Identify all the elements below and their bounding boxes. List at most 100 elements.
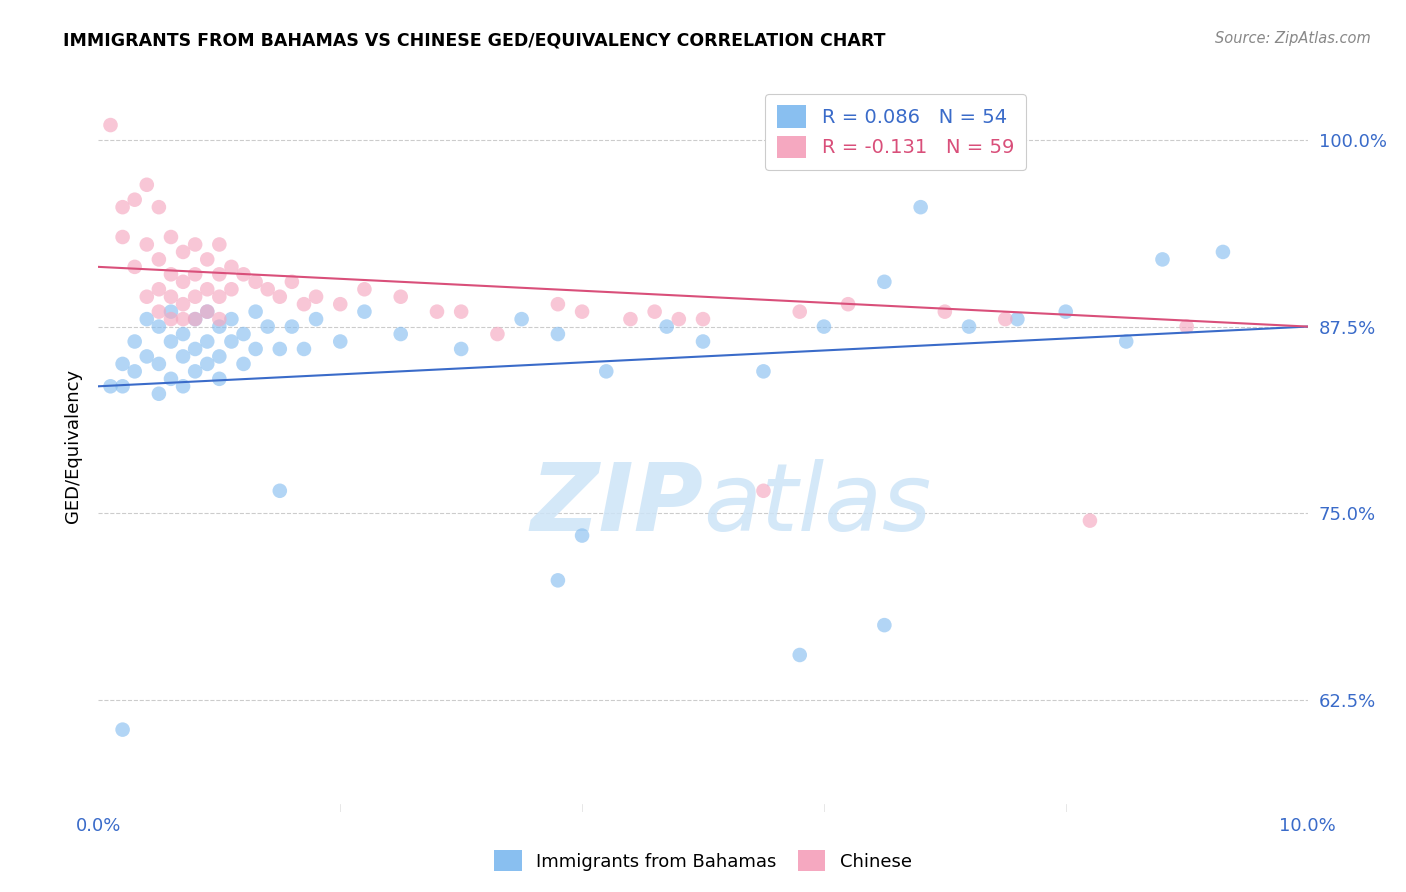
Point xyxy=(619,312,641,326)
Point xyxy=(668,312,690,326)
Point xyxy=(160,304,183,318)
Point xyxy=(934,304,956,318)
Point xyxy=(450,304,472,318)
Point xyxy=(135,178,157,192)
Point xyxy=(245,342,267,356)
Point xyxy=(305,290,328,304)
Point xyxy=(184,342,207,356)
Point xyxy=(172,297,194,311)
Point xyxy=(450,342,472,356)
Point xyxy=(221,334,243,349)
Point xyxy=(208,290,231,304)
Legend: R = 0.086   N = 54, R = -0.131   N = 59: R = 0.086 N = 54, R = -0.131 N = 59 xyxy=(765,94,1026,169)
Point xyxy=(148,386,170,401)
Point xyxy=(160,312,183,326)
Point xyxy=(292,342,315,356)
Point xyxy=(172,350,194,364)
Point xyxy=(195,282,218,296)
Point xyxy=(329,334,352,349)
Point xyxy=(752,483,775,498)
Point xyxy=(813,319,835,334)
Point xyxy=(269,342,291,356)
Point xyxy=(1078,514,1101,528)
Point xyxy=(100,379,122,393)
Point xyxy=(957,319,980,334)
Point xyxy=(148,319,170,334)
Point xyxy=(644,304,666,318)
Point xyxy=(111,230,134,244)
Text: ZIP: ZIP xyxy=(530,458,703,550)
Point xyxy=(789,304,811,318)
Point xyxy=(245,275,267,289)
Point xyxy=(111,357,134,371)
Point xyxy=(195,334,218,349)
Point xyxy=(1054,304,1077,318)
Point xyxy=(124,193,146,207)
Point xyxy=(195,357,218,371)
Point xyxy=(292,297,315,311)
Point xyxy=(124,364,146,378)
Point xyxy=(100,118,122,132)
Point xyxy=(873,618,896,632)
Point xyxy=(208,312,231,326)
Point xyxy=(208,319,231,334)
Point xyxy=(655,319,678,334)
Point xyxy=(160,230,183,244)
Point xyxy=(221,312,243,326)
Point xyxy=(1212,244,1234,259)
Point xyxy=(595,364,617,378)
Point xyxy=(148,304,170,318)
Point xyxy=(172,312,194,326)
Point xyxy=(148,252,170,267)
Point xyxy=(873,275,896,289)
Text: IMMIGRANTS FROM BAHAMAS VS CHINESE GED/EQUIVALENCY CORRELATION CHART: IMMIGRANTS FROM BAHAMAS VS CHINESE GED/E… xyxy=(63,31,886,49)
Point xyxy=(329,297,352,311)
Point xyxy=(184,290,207,304)
Point xyxy=(172,275,194,289)
Point xyxy=(160,334,183,349)
Y-axis label: GED/Equivalency: GED/Equivalency xyxy=(63,369,82,523)
Point xyxy=(269,483,291,498)
Point xyxy=(281,275,304,289)
Point xyxy=(910,200,932,214)
Legend: Immigrants from Bahamas, Chinese: Immigrants from Bahamas, Chinese xyxy=(488,843,918,879)
Point xyxy=(172,244,194,259)
Point xyxy=(172,326,194,341)
Point xyxy=(172,379,194,393)
Point xyxy=(135,350,157,364)
Point xyxy=(184,268,207,282)
Point xyxy=(160,290,183,304)
Point xyxy=(184,237,207,252)
Point xyxy=(692,312,714,326)
Point xyxy=(135,237,157,252)
Point xyxy=(208,350,231,364)
Point xyxy=(135,290,157,304)
Point xyxy=(510,312,533,326)
Point xyxy=(124,334,146,349)
Point xyxy=(547,574,569,588)
Point xyxy=(692,334,714,349)
Point xyxy=(994,312,1017,326)
Text: Source: ZipAtlas.com: Source: ZipAtlas.com xyxy=(1215,31,1371,46)
Point xyxy=(208,372,231,386)
Point xyxy=(1115,334,1137,349)
Point xyxy=(752,364,775,378)
Point xyxy=(195,304,218,318)
Point xyxy=(184,312,207,326)
Point xyxy=(389,290,412,304)
Point xyxy=(837,297,859,311)
Point xyxy=(571,528,593,542)
Point xyxy=(256,282,278,296)
Point xyxy=(195,304,218,318)
Point xyxy=(184,312,207,326)
Point xyxy=(160,268,183,282)
Point xyxy=(184,364,207,378)
Point xyxy=(245,304,267,318)
Point xyxy=(1152,252,1174,267)
Point xyxy=(232,268,254,282)
Point xyxy=(305,312,328,326)
Point xyxy=(353,282,375,296)
Point xyxy=(208,237,231,252)
Point xyxy=(571,304,593,318)
Point xyxy=(148,357,170,371)
